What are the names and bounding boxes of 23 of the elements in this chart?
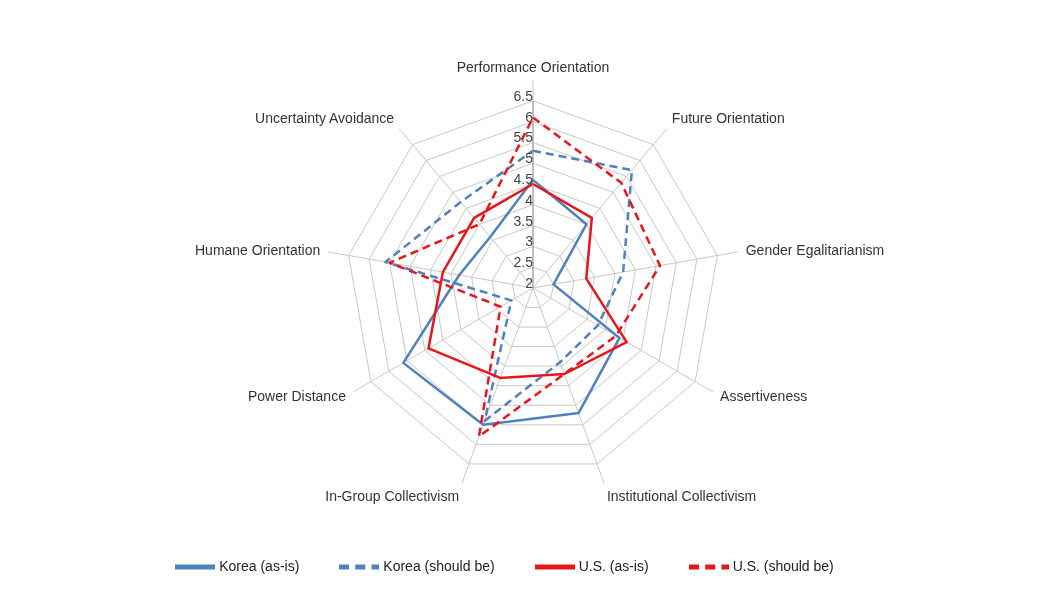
legend-label: U.S. (as-is) — [578, 557, 649, 574]
spoke-label: Assertiveness — [720, 387, 808, 404]
legend-label: Korea (should be) — [383, 557, 495, 574]
legend-label: U.S. (should be) — [732, 557, 834, 574]
spoke-label: Humane Orientation — [194, 242, 321, 259]
spoke-label: Institutional Collectivism — [606, 487, 757, 504]
spoke-label: Future Orientation — [671, 109, 785, 126]
spoke-label: In-Group Collectivism — [325, 487, 460, 504]
y-tick-label: 5 — [525, 150, 534, 167]
spoke-label: Performance Orientation — [456, 59, 610, 75]
spoke-label: Gender Egalitarianism — [745, 242, 885, 259]
y-tick-label: 2 — [525, 275, 534, 291]
y-tick-label: 6 — [525, 108, 534, 125]
y-tick-label: 3 — [525, 233, 534, 250]
spoke-label: Power Distance — [247, 387, 347, 404]
y-tick-label: 4 — [525, 191, 534, 208]
y-tick-label: 5.5 — [513, 129, 534, 146]
y-tick-label: 6.5 — [513, 87, 534, 104]
y-tick-label: 3.5 — [513, 212, 534, 229]
y-tick-label: 4.5 — [513, 171, 534, 187]
y-tick-label: 2.5 — [513, 254, 534, 271]
legend-label: Korea (as-is) — [219, 557, 300, 574]
spoke-label: Uncertainty Avoidance — [255, 109, 395, 126]
